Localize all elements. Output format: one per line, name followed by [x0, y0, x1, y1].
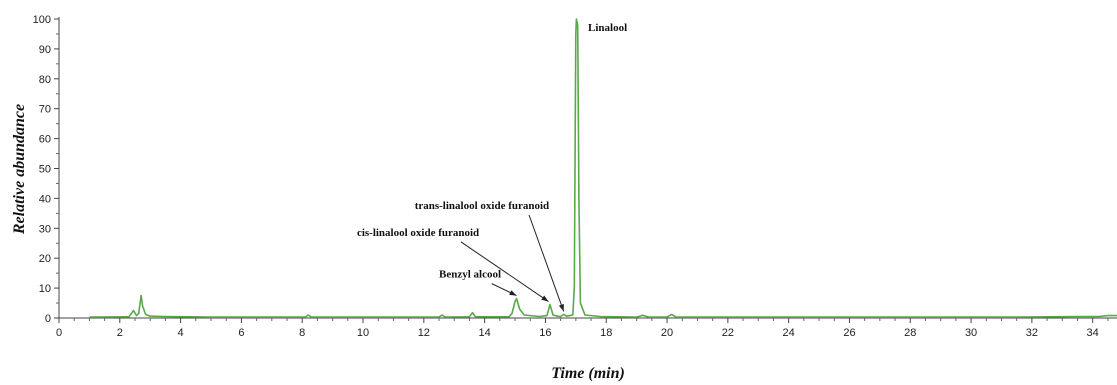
peak-label: Benzyl alcool: [439, 269, 501, 281]
annotation-arrowhead: [509, 290, 517, 296]
x-tick-label: 28: [904, 327, 916, 339]
x-tick-label: 16: [539, 327, 551, 339]
y-axis-title: Relative abundance: [11, 104, 28, 235]
x-tick-label: 6: [238, 327, 244, 339]
x-tick-label: 4: [178, 327, 184, 339]
x-tick-label: 18: [600, 327, 612, 339]
y-tick-label: 60: [39, 134, 51, 146]
peak-label: cis-linalool oxide furanoid: [357, 227, 479, 239]
x-tick-label: 22: [722, 327, 734, 339]
x-tick-label: 10: [357, 327, 369, 339]
y-tick-label: 30: [39, 223, 51, 235]
peak-label: Linalool: [588, 22, 627, 34]
x-tick-label: 14: [479, 327, 491, 339]
x-axis-title: Time (min): [551, 365, 625, 382]
x-tick-label: 12: [418, 327, 430, 339]
x-tick-label: 24: [783, 327, 795, 339]
x-tick-label: 32: [1026, 327, 1038, 339]
y-tick-label: 40: [39, 193, 51, 205]
peak-label: trans-linalool oxide furanoid: [415, 200, 549, 212]
y-tick-label: 70: [39, 104, 51, 116]
annotations-layer: Linalool trans-linalool oxide furanoid cis…: [357, 22, 627, 312]
annotation-arrowhead: [558, 303, 564, 312]
x-tick-label: 20: [661, 327, 673, 339]
annotation-leader: [460, 241, 549, 302]
x-tick-label: 8: [299, 327, 305, 339]
y-tick-label: 100: [33, 14, 51, 26]
y-tick-label: 50: [39, 164, 51, 176]
chromatogram-trace: [89, 18, 1117, 318]
axes: [58, 17, 1117, 319]
x-tick-label: 0: [56, 327, 62, 339]
annotation-arrowhead: [541, 295, 549, 302]
y-tick-label: 80: [39, 74, 51, 86]
x-tick-label: 26: [843, 327, 855, 339]
series-layer: [89, 18, 1117, 318]
y-tick-label: 90: [39, 44, 51, 56]
x-tick-label: 34: [1087, 327, 1099, 339]
x-tick-label: 30: [965, 327, 977, 339]
y-tick-label: 10: [39, 283, 51, 295]
x-tick-label: 2: [117, 327, 123, 339]
annotation-leader: [528, 214, 565, 312]
ticks: 0 2 4 6 8 10 12 14 16 18 20 22 24 26 28 30 32 34010203040…: [33, 14, 1109, 339]
y-tick-label: 0: [45, 313, 51, 325]
y-tick-label: 20: [39, 253, 51, 265]
